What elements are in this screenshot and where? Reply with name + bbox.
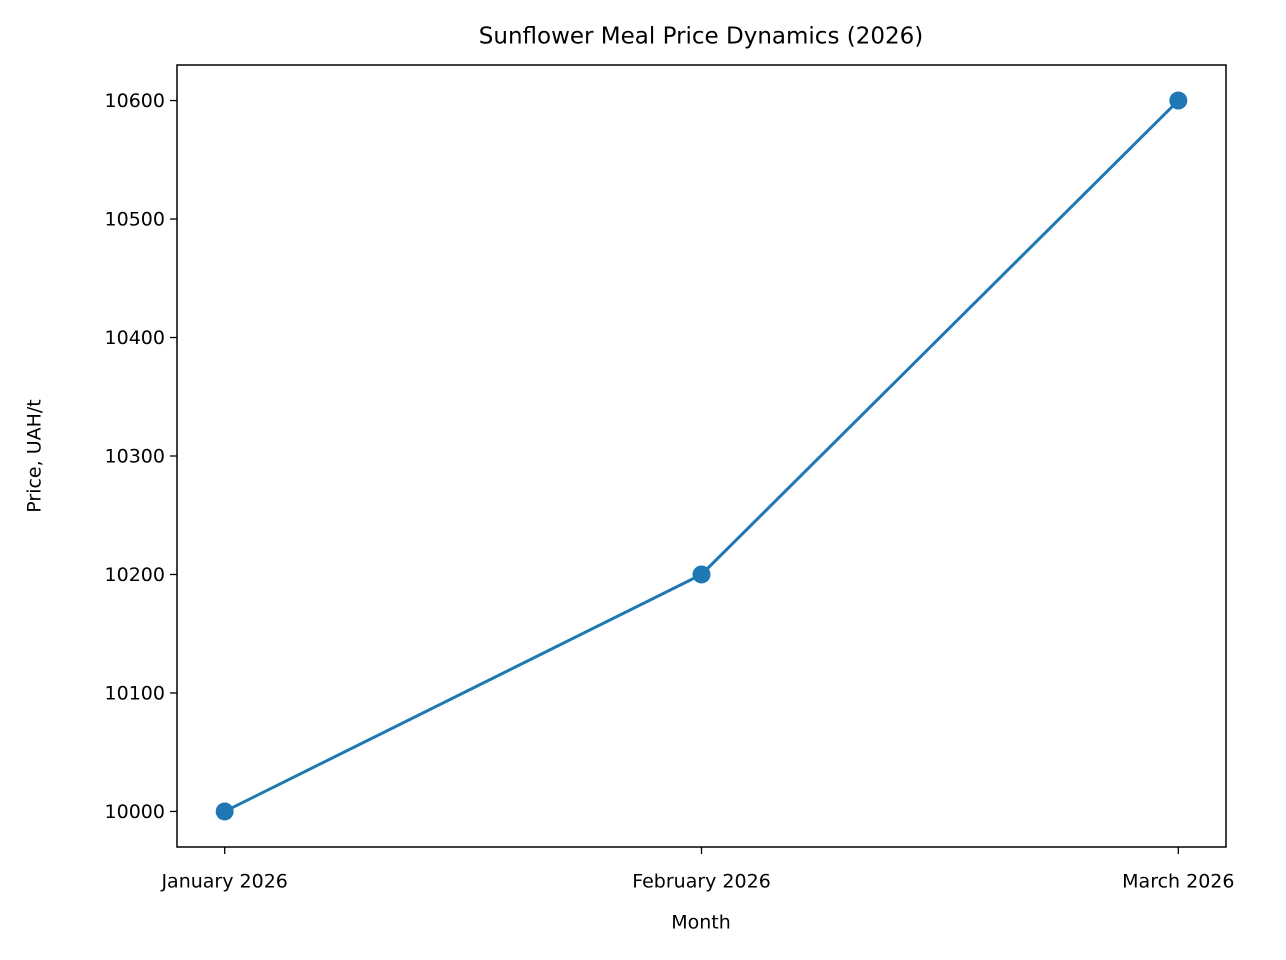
y-tick-label: 10500 <box>105 209 165 231</box>
y-tick-label: 10400 <box>105 327 165 349</box>
x-tick-label: February 2026 <box>632 871 771 893</box>
y-tick-label: 10100 <box>105 682 165 704</box>
point <box>692 565 711 584</box>
x-axis-label: Month <box>671 912 731 934</box>
x-tick-label: March 2026 <box>1122 871 1234 893</box>
plot-frame <box>176 64 1227 848</box>
x-tick-label: January 2026 <box>160 871 287 893</box>
y-tick-label: 10000 <box>105 801 165 823</box>
point <box>215 802 234 821</box>
line <box>224 99 1180 813</box>
chart-title: Sunflower Meal Price Dynamics (2026) <box>479 24 923 50</box>
point <box>1169 91 1188 110</box>
y-tick-label: 10200 <box>105 564 165 586</box>
y-tick-label: 10300 <box>105 446 165 468</box>
y-tick-label: 10600 <box>105 90 165 112</box>
y-axis-label: Price, UAH/t <box>24 399 46 512</box>
